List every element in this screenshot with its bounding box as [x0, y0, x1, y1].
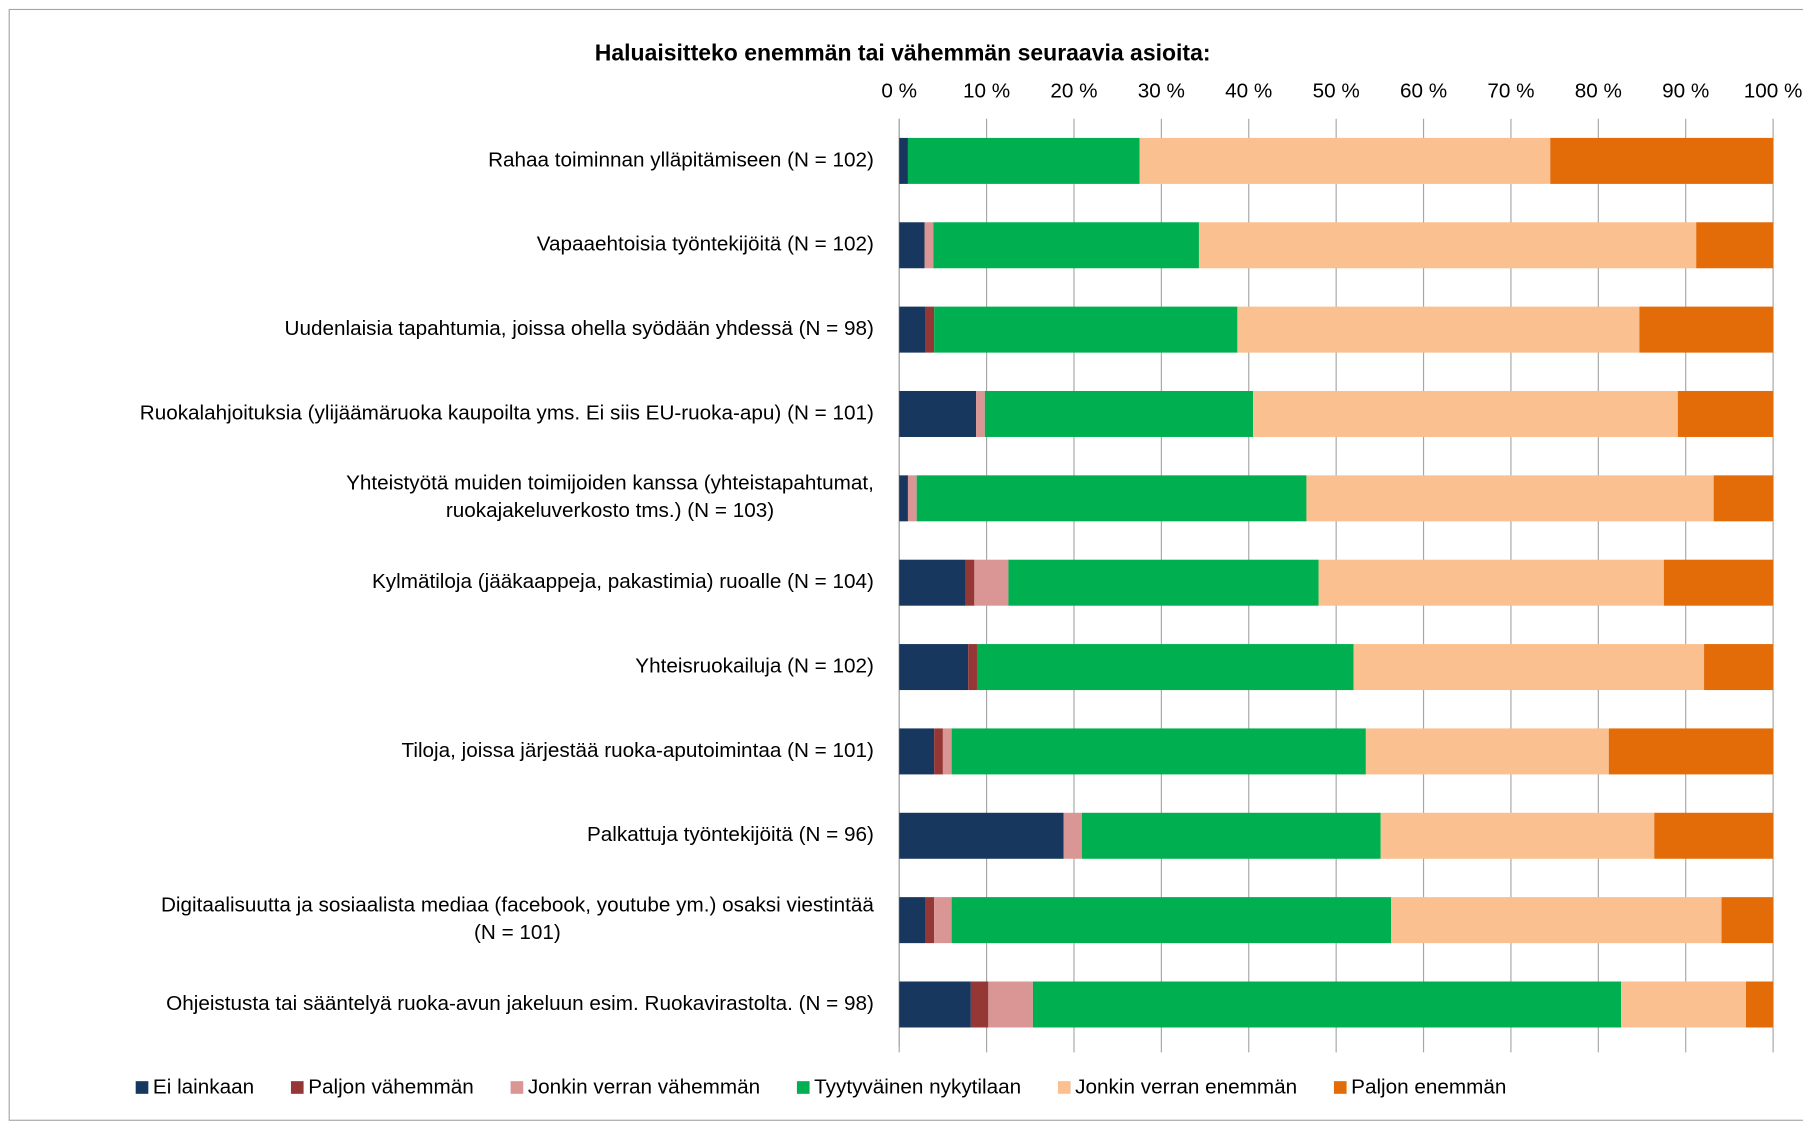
- bar-segment: [899, 981, 971, 1028]
- bar-segment: [976, 644, 1354, 691]
- bar-segment: [1063, 812, 1082, 859]
- legend-label: Jonkin verran vähemmän: [528, 1076, 760, 1099]
- bar-segment: [1696, 222, 1774, 269]
- bar-segment: [1380, 812, 1655, 859]
- bar-segment: [899, 728, 935, 775]
- bar-segment: [925, 306, 935, 353]
- legend-label: Paljon enemmän: [1351, 1076, 1506, 1099]
- bar-segment: [1746, 981, 1774, 1028]
- y-tick-label: Ruokalahjoituksia (ylijäämäruoka kaupoil…: [140, 401, 874, 424]
- chart-title: Haluaisitteko enemmän tai vähemmän seura…: [595, 39, 1211, 65]
- bar-segment: [899, 644, 969, 691]
- x-tick-label: 90 %: [1662, 80, 1709, 103]
- y-tick-label: Yhteistyötä muiden toimijoiden kanssa (y…: [346, 472, 874, 523]
- bar-segment: [934, 306, 1238, 353]
- x-tick-label: 10 %: [963, 80, 1010, 103]
- bar-segment: [1318, 559, 1664, 606]
- bar-segment: [1139, 137, 1551, 184]
- bar-segment: [965, 559, 975, 606]
- legend-label: Ei lainkaan: [153, 1076, 254, 1099]
- bar-segment: [1008, 559, 1319, 606]
- y-tick-label: Vapaaehtoisia työntekijöitä (N = 102): [537, 233, 874, 256]
- bar-segment: [899, 390, 977, 437]
- y-tick-label: Rahaa toiminnan ylläpitämiseen (N = 102): [488, 148, 874, 171]
- bar-segment: [1081, 812, 1381, 859]
- bar-segment: [970, 981, 989, 1028]
- y-tick-label: Kylmätiloja (jääkaappeja, pakastimia) ru…: [372, 570, 874, 593]
- bar-segment: [988, 981, 1033, 1028]
- bar-segment: [1550, 137, 1774, 184]
- legend-label: Tyytyväinen nykytilaan: [814, 1076, 1021, 1099]
- bar-segment: [1353, 644, 1705, 691]
- legend-swatch: [135, 1081, 149, 1094]
- bar-segment: [925, 897, 935, 944]
- label-line: Yhteistyötä muiden toimijoiden kanssa (y…: [346, 472, 874, 495]
- y-tick-label: Palkattuja työntekijöitä (N = 96): [587, 823, 874, 846]
- legend-label: Paljon vähemmän: [308, 1076, 474, 1099]
- x-tick-label: 50 %: [1313, 80, 1360, 103]
- bar-segment: [1713, 475, 1774, 522]
- label-line: Digitaalisuutta ja sosiaalista mediaa (f…: [161, 894, 874, 917]
- legend-swatch: [510, 1081, 524, 1094]
- y-tick-label: Ohjeistusta tai sääntelyä ruoka-avun jak…: [166, 992, 874, 1015]
- x-tick-label: 20 %: [1050, 80, 1097, 103]
- bar-segment: [1253, 390, 1678, 437]
- bar-segment: [942, 728, 952, 775]
- x-tick-label: 70 %: [1487, 80, 1534, 103]
- bar-segment: [1721, 897, 1774, 944]
- bar-segment: [1654, 812, 1774, 859]
- bar-segment: [899, 306, 926, 353]
- bar-segment: [907, 137, 1140, 184]
- bar-segment: [899, 812, 1064, 859]
- bar-segment: [1237, 306, 1640, 353]
- bar-segment: [968, 644, 977, 691]
- bar-segment: [976, 390, 985, 437]
- bar-segment: [951, 897, 1392, 944]
- bar-segment: [984, 390, 1254, 437]
- bar-segment: [934, 897, 952, 944]
- bar-segment: [934, 728, 943, 775]
- y-tick-label: Tiloja, joissa järjestää ruoka-aputoimin…: [401, 739, 873, 762]
- bar-segment: [1198, 222, 1697, 269]
- x-tick-label: 30 %: [1138, 80, 1185, 103]
- x-tick-label: 100 %: [1744, 80, 1803, 103]
- legend-swatch: [796, 1081, 810, 1094]
- y-tick-label: Digitaalisuutta ja sosiaalista mediaa (f…: [161, 894, 874, 945]
- bar-segment: [974, 559, 1009, 606]
- bar-segment: [899, 475, 908, 522]
- bar-segment: [1391, 897, 1722, 944]
- bar-segment: [1608, 728, 1774, 775]
- bar-segment: [1306, 475, 1714, 522]
- bar-segment: [907, 475, 917, 522]
- bar-segment: [1621, 981, 1747, 1028]
- bar-segment: [1677, 390, 1774, 437]
- bar-segment: [916, 475, 1307, 522]
- legend-swatch: [290, 1081, 304, 1094]
- bar-segment: [924, 222, 934, 269]
- y-tick-label: Yhteisruokailuja (N = 102): [635, 655, 874, 678]
- bar-segment: [899, 559, 966, 606]
- bar-segment: [1365, 728, 1609, 775]
- bar-segment: [1639, 306, 1774, 353]
- bar-segment: [1704, 644, 1774, 691]
- label-line: (N = 101): [474, 921, 561, 944]
- x-tick-label: 80 %: [1575, 80, 1622, 103]
- bar-segment: [899, 222, 925, 269]
- x-tick-label: 0 %: [881, 80, 917, 103]
- bar-segment: [899, 137, 908, 184]
- legend-label: Jonkin verran enemmän: [1075, 1076, 1297, 1099]
- legend-swatch: [1333, 1081, 1347, 1094]
- bar-segment: [951, 728, 1366, 775]
- x-tick-label: 40 %: [1225, 80, 1272, 103]
- bar-segment: [1663, 559, 1774, 606]
- bar-segment: [933, 222, 1199, 269]
- y-tick-label: Uudenlaisia tapahtumia, joissa ohella sy…: [285, 317, 874, 340]
- legend-swatch: [1057, 1081, 1071, 1094]
- bar-segment: [1032, 981, 1622, 1028]
- label-line: ruokajakeluverkosto tms.) (N = 103): [446, 500, 774, 523]
- x-tick-label: 60 %: [1400, 80, 1447, 103]
- bar-segment: [899, 897, 926, 944]
